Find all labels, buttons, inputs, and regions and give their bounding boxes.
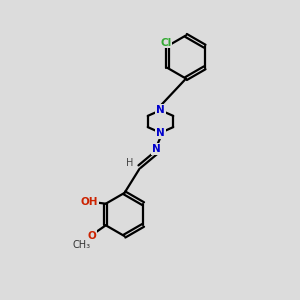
Text: N: N bbox=[152, 144, 160, 154]
Text: H: H bbox=[126, 158, 134, 168]
Text: OH: OH bbox=[80, 197, 98, 207]
Text: N: N bbox=[156, 105, 165, 115]
Text: N: N bbox=[156, 128, 165, 138]
Text: CH₃: CH₃ bbox=[73, 240, 91, 250]
Text: O: O bbox=[87, 231, 96, 241]
Text: Cl: Cl bbox=[160, 38, 171, 48]
